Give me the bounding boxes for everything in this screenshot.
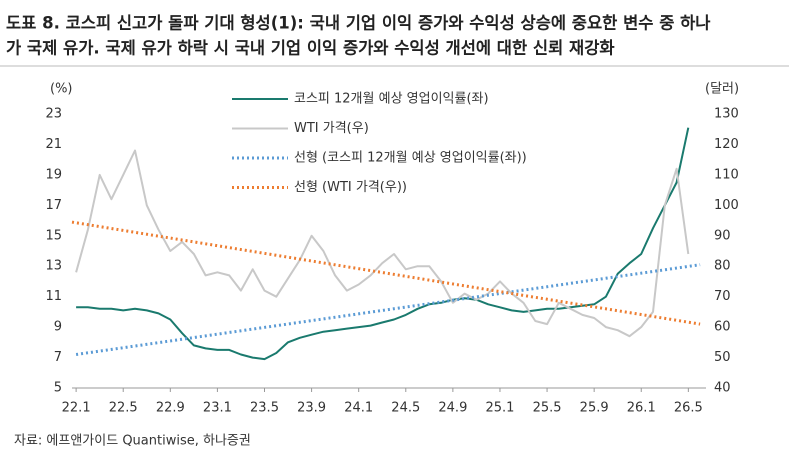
y2-tick-label: 80 bbox=[714, 259, 731, 274]
y2-tick-label: 120 bbox=[714, 137, 739, 152]
y2-tick-label: 100 bbox=[714, 198, 739, 213]
title-line: 가 국제 유가. 국제 유가 하락 시 국내 기업 이익 증가와 수익성 개선에… bbox=[6, 39, 615, 58]
y-tick-label: 21 bbox=[45, 137, 62, 152]
x-tick-label: 23.1 bbox=[203, 401, 232, 416]
y-tick-label: 11 bbox=[45, 289, 62, 304]
y-tick-label: 5 bbox=[54, 381, 62, 396]
source: 자료: 에프앤가이드 Quantiwise, 하나증권 bbox=[14, 434, 251, 449]
x-tick-label: 25.1 bbox=[485, 401, 514, 416]
x-tick-label: 23.5 bbox=[250, 401, 279, 416]
y-tick-label: 7 bbox=[54, 350, 62, 365]
legend-label: WTI 가격(우) bbox=[294, 121, 369, 136]
y2-tick-label: 110 bbox=[714, 167, 739, 182]
x-tick-label: 22.1 bbox=[62, 401, 91, 416]
y-axis-label: (%) bbox=[50, 82, 73, 97]
y-tick-label: 13 bbox=[45, 259, 62, 274]
legend-label: 선형 (코스피 12개월 예상 영업이익률(좌)) bbox=[294, 151, 527, 166]
x-tick-label: 26.5 bbox=[674, 401, 703, 416]
legend-label: 코스피 12개월 예상 영업이익률(좌) bbox=[294, 92, 489, 107]
title-line: 도표 8. 코스피 신고가 돌파 기대 형성(1): 국내 기업 이익 증가와 … bbox=[6, 13, 710, 33]
x-tick-label: 22.5 bbox=[109, 401, 138, 416]
x-tick-label: 22.9 bbox=[156, 401, 185, 416]
legend-label: 선형 (WTI 가격(우)) bbox=[294, 180, 407, 195]
y2-tick-label: 70 bbox=[714, 289, 731, 304]
x-tick-label: 24.9 bbox=[438, 401, 467, 416]
y-tick-label: 9 bbox=[54, 320, 62, 335]
y2-axis-label: (달러) bbox=[705, 82, 739, 97]
series-line bbox=[75, 149, 690, 338]
y2-tick-label: 90 bbox=[714, 228, 731, 243]
x-tick-label: 23.9 bbox=[297, 401, 326, 416]
y-tick-label: 15 bbox=[45, 228, 62, 243]
series-line bbox=[75, 263, 701, 356]
x-tick-label: 26.1 bbox=[627, 401, 656, 416]
x-tick-label: 24.1 bbox=[344, 401, 373, 416]
y-tick-label: 23 bbox=[45, 107, 62, 122]
y-tick-label: 17 bbox=[45, 198, 62, 213]
y-tick-label: 19 bbox=[45, 167, 62, 182]
y2-tick-label: 60 bbox=[714, 320, 731, 335]
y2-tick-label: 130 bbox=[714, 107, 739, 122]
y2-tick-label: 40 bbox=[714, 381, 731, 396]
x-tick-label: 25.9 bbox=[580, 401, 609, 416]
x-tick-label: 24.5 bbox=[391, 401, 420, 416]
y2-tick-label: 50 bbox=[714, 350, 731, 365]
x-tick-label: 25.5 bbox=[533, 401, 562, 416]
series-line bbox=[71, 220, 701, 326]
